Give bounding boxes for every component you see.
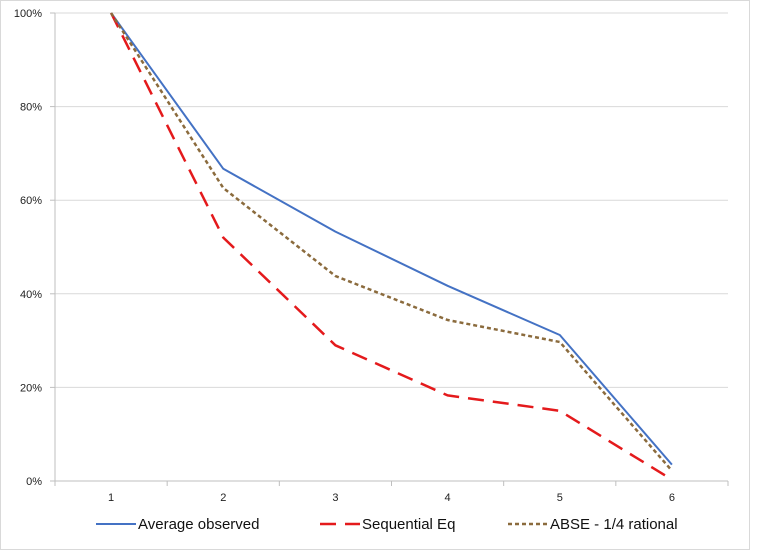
series-lines (109, 12, 673, 481)
y-tick-label: 20% (20, 382, 42, 394)
x-tick-label: 3 (332, 492, 338, 504)
y-tick-label: 80% (20, 102, 42, 114)
legend-label: Sequential Eq (362, 516, 455, 533)
x-tick-label: 1 (108, 492, 114, 504)
y-tick-label: 40% (20, 289, 42, 301)
legend-label: Average observed (138, 516, 259, 533)
y-tick-label: 60% (20, 195, 42, 207)
series-line-1 (110, 12, 673, 466)
axes (50, 12, 729, 486)
y-tick-label: 100% (14, 8, 42, 20)
x-tick-label: 4 (445, 492, 451, 504)
y-tick-label: 0% (26, 476, 42, 488)
x-tick-label: 5 (557, 492, 563, 504)
x-tick-label: 2 (220, 492, 226, 504)
gridlines (55, 12, 728, 388)
legend: Average observed Sequential Eq ABSE - 1/4 … (96, 516, 678, 533)
x-tick-label: 6 (669, 492, 675, 504)
legend-label: ABSE - 1/4 rational (550, 516, 678, 533)
tick-labels: 0% 20% 40% 60% 80% 100% 1 2 3 4 5 6 (14, 8, 675, 504)
series-line-2 (109, 12, 673, 481)
